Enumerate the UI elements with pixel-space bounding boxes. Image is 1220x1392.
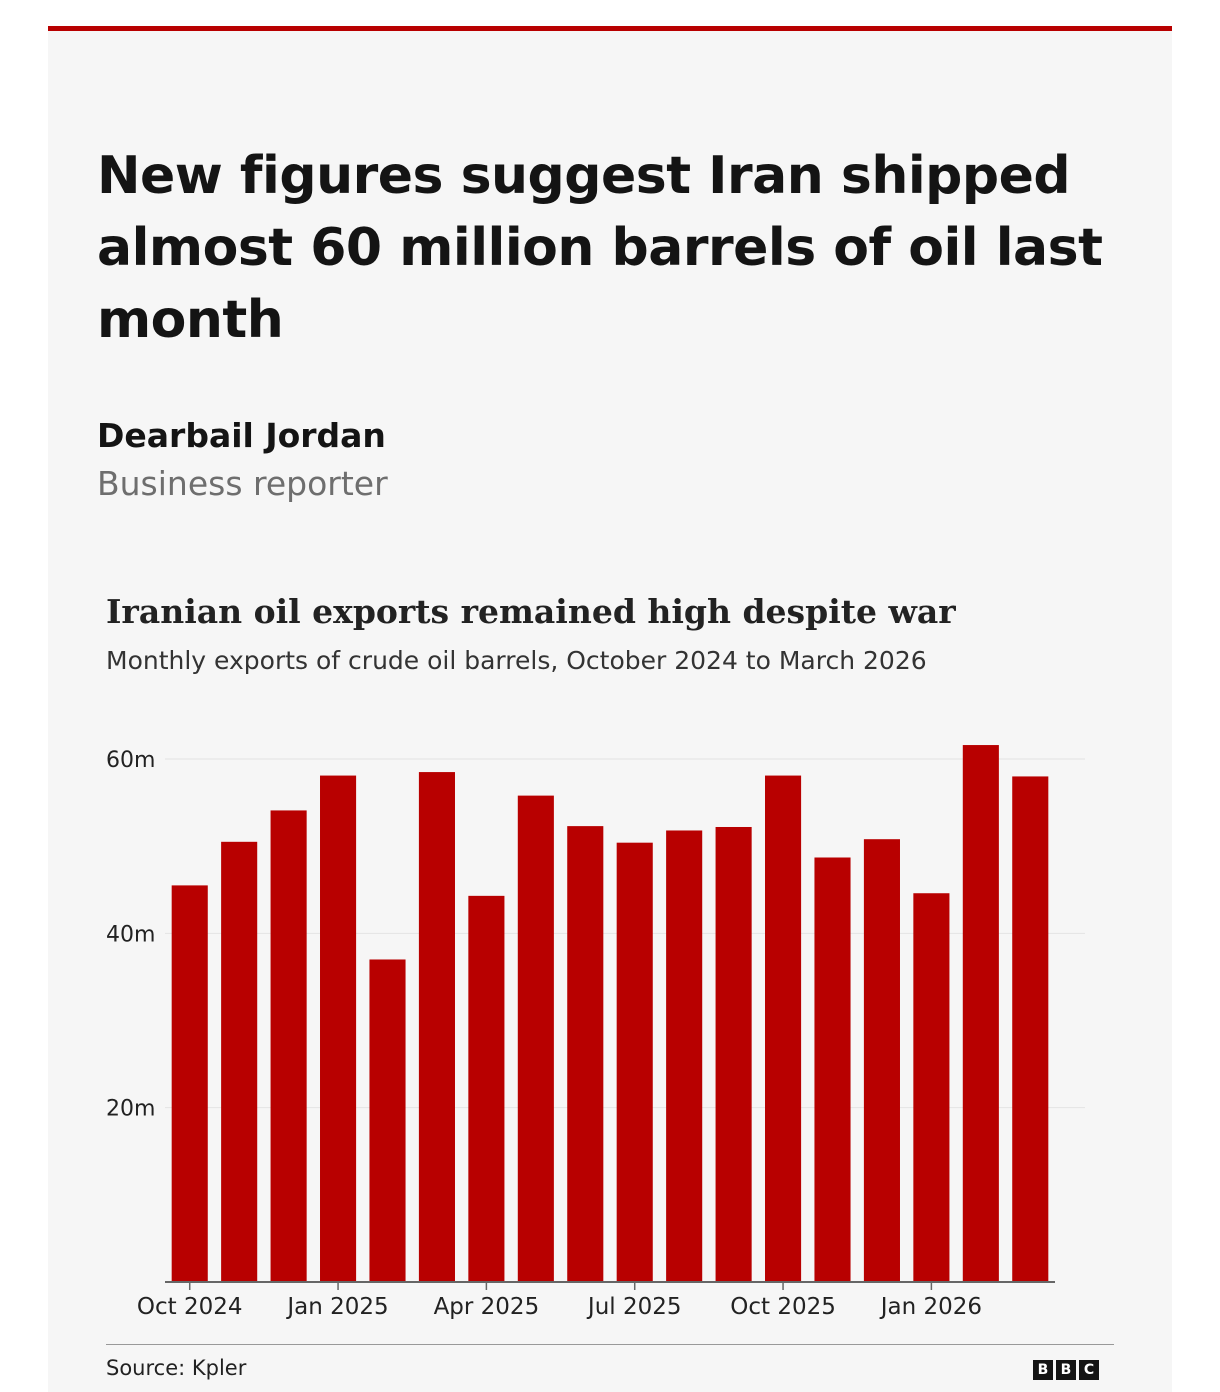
author-name[interactable]: Dearbail Jordan [97,416,386,455]
author-role: Business reporter [97,464,388,503]
footer-divider [106,1344,1114,1345]
bar[interactable]: Mar 2026: 58m [1012,776,1049,1282]
x-tick-label: Jan 2026 [879,1294,982,1320]
bar[interactable]: May 2025: 55.8m [517,795,554,1282]
bar[interactable]: Jun 2025: 52.3m [567,826,604,1282]
x-tick-label: Oct 2025 [730,1294,836,1320]
bar[interactable]: Sep 2025: 52.2m [715,826,752,1282]
y-tick-label: 40m [106,922,155,947]
bar[interactable]: Apr 2025: 44.3m [468,895,505,1282]
bar[interactable]: Feb 2025: 37m [369,959,406,1282]
bar[interactable]: Nov 2025: 48.7m [814,857,851,1282]
bar[interactable]: Mar 2025: 58.5m [418,772,455,1282]
chart-subtitle: Monthly exports of crude oil barrels, Oc… [106,646,927,675]
y-tick-label: 20m [106,1097,155,1122]
x-axis: Oct 2024 Jan 2025 Apr 2025 Jul 2025 Oct 2025… [137,1281,1055,1320]
x-tick-label: Jul 2025 [586,1294,682,1320]
y-tick-label: 60m [106,748,155,773]
headline: New figures suggest Iran shipped almost … [97,146,1103,350]
source-note: Source: Kpler [106,1356,247,1380]
x-tick-label: Jan 2025 [285,1294,388,1320]
bar[interactable]: Dec 2025: 50.8m [863,839,900,1282]
bar[interactable]: Dec 2024: 54.1m [270,810,307,1282]
bar[interactable]: Oct 2024: 45.5m [171,885,208,1282]
accent-bar [48,26,1172,31]
bar[interactable]: Jul 2025: 50.4m [616,842,653,1282]
logo-letter-c: C [1079,1360,1099,1380]
bar[interactable]: Feb 2026: 61.6m [962,745,999,1282]
bbc-logo: B B C [1033,1360,1099,1380]
logo-letter-b2: B [1056,1360,1076,1380]
bar[interactable]: Jan 2025: 58.1m [320,775,357,1282]
x-tick-label: Apr 2025 [434,1294,540,1320]
chart-title: Iranian oil exports remained high despit… [106,592,956,631]
bars: Oct 2024: 45.5m Nov 2024: 50.5m Dec 2024: … [171,745,1049,1282]
bar[interactable]: Jan 2026: 44.6m [913,893,950,1282]
logo-letter-b1: B [1033,1360,1053,1380]
bar[interactable]: Aug 2025: 51.8m [666,830,703,1282]
bar[interactable]: Oct 2025: 58.1m [765,775,802,1282]
bar[interactable]: Nov 2024: 50.5m [221,841,258,1282]
x-tick-label: Oct 2024 [137,1294,243,1320]
